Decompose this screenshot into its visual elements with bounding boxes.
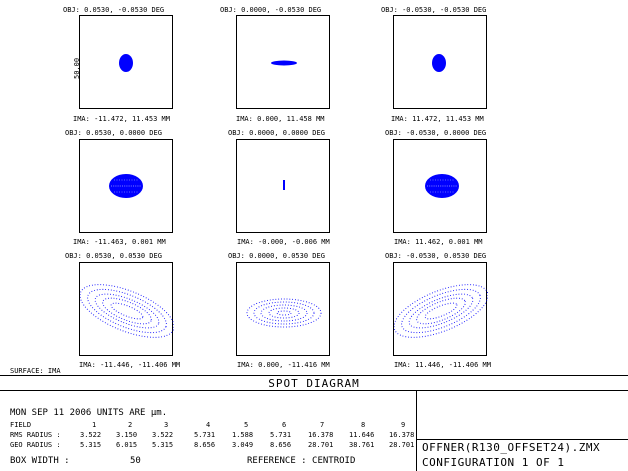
spot-plot-7 (80, 284, 174, 338)
rms-value: 16.378 (308, 431, 334, 439)
date-units-line: MON SEP 11 2006 UNITS ARE µm. (10, 408, 168, 418)
obj-label-6: OBJ: -0.0530, 0.0000 DEG (385, 129, 487, 137)
spot-plot-1 (119, 54, 133, 72)
rms-value: 1.588 (232, 431, 254, 439)
field-number: 7 (320, 421, 325, 429)
obj-label-9: OBJ: -0.0530, 0.0530 DEG (385, 252, 487, 260)
spot-panel-9 (393, 262, 488, 356)
geo-value: 3.049 (232, 441, 254, 449)
geo-value: 6.015 (116, 441, 138, 449)
ima-label-1: IMA: -11.472, 11.453 MM (73, 115, 170, 123)
field-number: 1 (92, 421, 97, 429)
ima-label-3: IMA: 11.472, 11.453 MM (391, 115, 484, 123)
spot-plot-4 (109, 174, 143, 198)
ima-label-9: IMA: 11.446, -11.406 MM (394, 361, 491, 369)
geo-value: 8.656 (194, 441, 216, 449)
spot-plot-3 (432, 54, 446, 72)
spot-panel-5 (236, 139, 330, 233)
obj-label-4: OBJ: 0.0530, 0.0000 DEG (65, 129, 162, 137)
footer-title-rule (0, 390, 628, 391)
spot-panel-7 (79, 262, 174, 356)
field-number: 2 (128, 421, 133, 429)
geo-value: 5.315 (152, 441, 174, 449)
rms-value: 5.731 (270, 431, 292, 439)
diagram-title: SPOT DIAGRAM (268, 377, 360, 390)
ima-label-4: IMA: -11.463, 0.001 MM (73, 238, 166, 246)
reference-label: REFERENCE : CENTROID (247, 456, 356, 466)
geo-value: 38.761 (349, 441, 375, 449)
ima-label-2: IMA: 0.000, 11.458 MM (236, 115, 325, 123)
rms-value: 11.646 (349, 431, 375, 439)
file-name: OFFNER(R130_OFFSET24).ZMX (422, 441, 601, 454)
obj-label-1: OBJ: 0.0530, -0.0530 DEG (63, 6, 165, 14)
geo-value: 28.701 (389, 441, 415, 449)
obj-label-2: OBJ: 0.0000, -0.0530 DEG (220, 6, 322, 14)
ima-label-5: IMA: -0.000, -0.006 MM (237, 238, 330, 246)
field-label: FIELD (10, 421, 32, 429)
rms-value: 3.522 (80, 431, 102, 439)
field-number: 8 (361, 421, 366, 429)
ima-label-6: IMA: 11.462, 0.001 MM (394, 238, 483, 246)
field-number: 9 (401, 421, 406, 429)
spot-plot-9 (394, 284, 488, 338)
spot-plot-6 (425, 174, 459, 198)
footer-right-rule (416, 439, 628, 440)
rms-value: 5.731 (194, 431, 216, 439)
footer-divider (416, 390, 417, 471)
surface-label: SURFACE: IMA (10, 367, 61, 375)
field-number: 5 (244, 421, 249, 429)
spot-panel-1 (79, 15, 173, 109)
footer-top-rule (0, 375, 628, 376)
spot-panel-8 (236, 262, 330, 356)
configuration-label: CONFIGURATION 1 OF 1 (422, 456, 565, 469)
spot-plot-2 (271, 60, 297, 66)
box-width-value: 50 (130, 456, 141, 466)
ima-label-8: IMA: 0.000, -11.416 MM (237, 361, 330, 369)
ima-label-7: IMA: -11.446, -11.406 MM (79, 361, 181, 369)
geo-label: GEO RADIUS : (10, 441, 61, 449)
box-width-label: BOX WIDTH : (10, 456, 70, 466)
rms-value: 3.150 (116, 431, 138, 439)
field-number: 4 (206, 421, 211, 429)
spot-panel-2 (236, 15, 330, 109)
obj-label-7: OBJ: 0.0530, 0.0530 DEG (65, 252, 162, 260)
obj-label-5: OBJ: 0.0000, 0.0000 DEG (228, 129, 325, 137)
rms-label: RMS RADIUS : (10, 431, 61, 439)
spot-plot-5 (283, 180, 285, 190)
spot-panel-6 (393, 139, 487, 233)
rms-value: 3.522 (152, 431, 174, 439)
geo-value: 5.315 (80, 441, 102, 449)
obj-label-3: OBJ: -0.0530, -0.0530 DEG (381, 6, 487, 14)
obj-label-8: OBJ: 0.0000, 0.0530 DEG (228, 252, 325, 260)
rms-value: 16.378 (389, 431, 415, 439)
geo-value: 28.701 (308, 441, 334, 449)
field-number: 3 (164, 421, 169, 429)
spot-panel-4 (79, 139, 173, 233)
field-number: 6 (282, 421, 287, 429)
spot-panel-3 (393, 15, 487, 109)
geo-value: 8.656 (270, 441, 292, 449)
spot-plot-8 (246, 298, 322, 328)
